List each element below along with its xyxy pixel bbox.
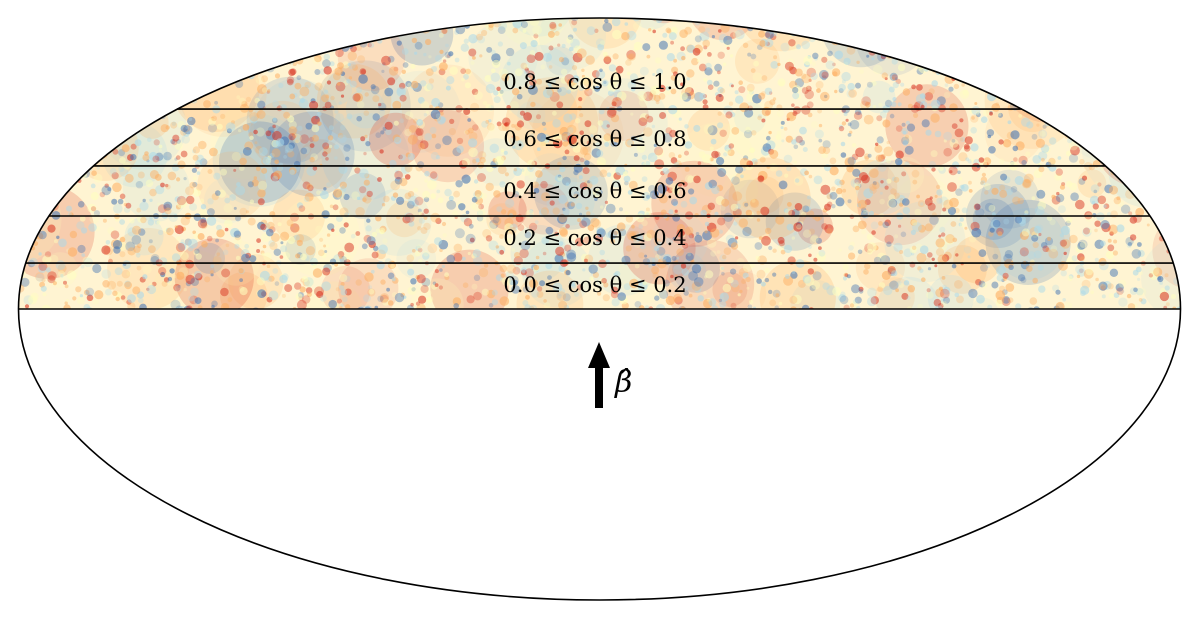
band-labels: 0.8 ≤ cos θ ≤ 1.0 0.6 ≤ cos θ ≤ 0.8 0.4 …	[503, 70, 686, 297]
mollweide-outline	[17, 17, 1182, 601]
band-label-0.0-0.2: 0.0 ≤ cos θ ≤ 0.2	[503, 273, 686, 297]
band-label-0.8-1.0: 0.8 ≤ cos θ ≤ 1.0	[503, 70, 686, 94]
beta-hat-label: β̂	[614, 365, 632, 400]
band-label-0.6-0.8: 0.6 ≤ cos θ ≤ 0.8	[503, 127, 686, 151]
band-label-0.2-0.4: 0.2 ≤ cos θ ≤ 0.4	[503, 226, 686, 250]
band-label-0.4-0.6: 0.4 ≤ cos θ ≤ 0.6	[503, 179, 686, 203]
band-boundary-lines	[18, 108, 1181, 310]
arrow-up-icon	[588, 342, 610, 408]
velocity-direction-arrow: β̂	[588, 342, 632, 408]
